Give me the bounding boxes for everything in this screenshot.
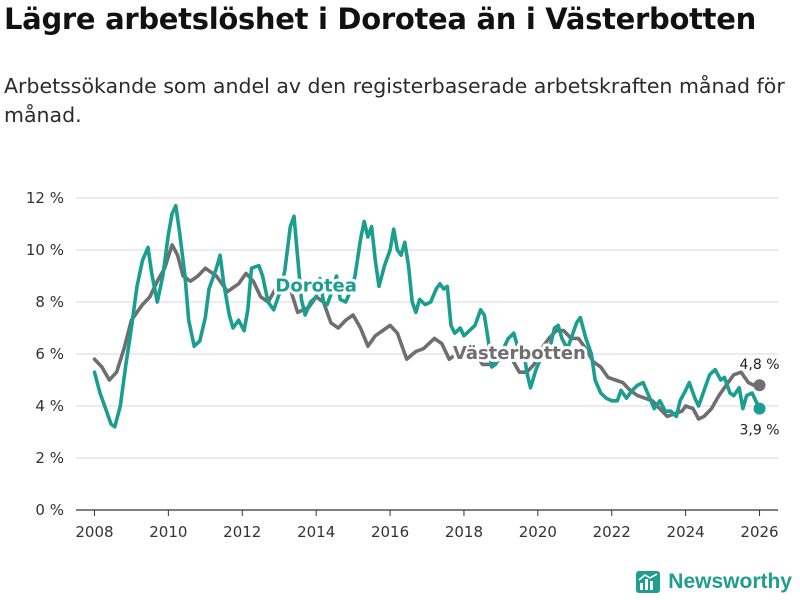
x-tick-label: 2016 [371, 523, 409, 541]
x-tick-label: 2010 [149, 523, 187, 541]
y-tick-label: 8 % [35, 293, 64, 311]
y-tick-label: 0 % [35, 501, 64, 519]
series-label-halo-vasterbotten: Västerbotten [453, 343, 586, 364]
x-tick-label: 2026 [740, 523, 778, 541]
newsworthy-logo-icon [636, 571, 661, 593]
y-tick-label: 10 % [26, 241, 64, 259]
brand-name: Newsworthy [668, 570, 792, 593]
x-tick-label: 2024 [667, 523, 705, 541]
series-label-dorotea: Dorotea [275, 276, 357, 297]
end-point-vasterbotten [753, 379, 766, 392]
end-value-label-dorotea: 3,9 % [740, 423, 780, 439]
chart-subtitle: Arbetssökande som andel av den registerb… [4, 74, 785, 127]
x-tick-label: 2014 [297, 523, 335, 541]
y-tick-label: 12 % [26, 189, 64, 207]
end-value-label-vasterbotten: 4,8 % [740, 357, 780, 373]
x-tick-label: 2018 [445, 523, 483, 541]
end-point-dorotea [753, 402, 766, 415]
x-tick-label: 2022 [593, 523, 631, 541]
x-tick-label: 2020 [519, 523, 557, 541]
chart-title: Lägre arbetslöshet i Dorotea än i Väster… [4, 2, 756, 36]
y-tick-label: 2 % [35, 449, 64, 467]
x-tick-label: 2008 [75, 523, 113, 541]
series-label-vasterbotten: Västerbotten [453, 343, 586, 364]
series-label-halo-dorotea: Dorotea [275, 276, 357, 297]
y-tick-label: 4 % [35, 397, 64, 415]
brand-logo: Newsworthy [636, 570, 792, 594]
series-line-vasterbotten [92, 243, 762, 421]
y-tick-label: 6 % [35, 345, 64, 363]
x-tick-label: 2012 [223, 523, 261, 541]
series-line-dorotea [92, 204, 762, 429]
